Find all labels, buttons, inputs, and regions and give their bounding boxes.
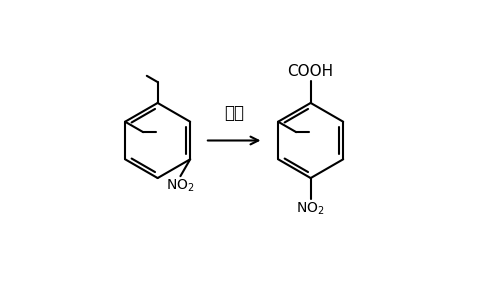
Text: 氧化: 氧化 <box>224 105 243 123</box>
Text: COOH: COOH <box>287 64 333 79</box>
Text: NO$_2$: NO$_2$ <box>166 178 195 194</box>
Text: NO$_2$: NO$_2$ <box>296 200 324 217</box>
